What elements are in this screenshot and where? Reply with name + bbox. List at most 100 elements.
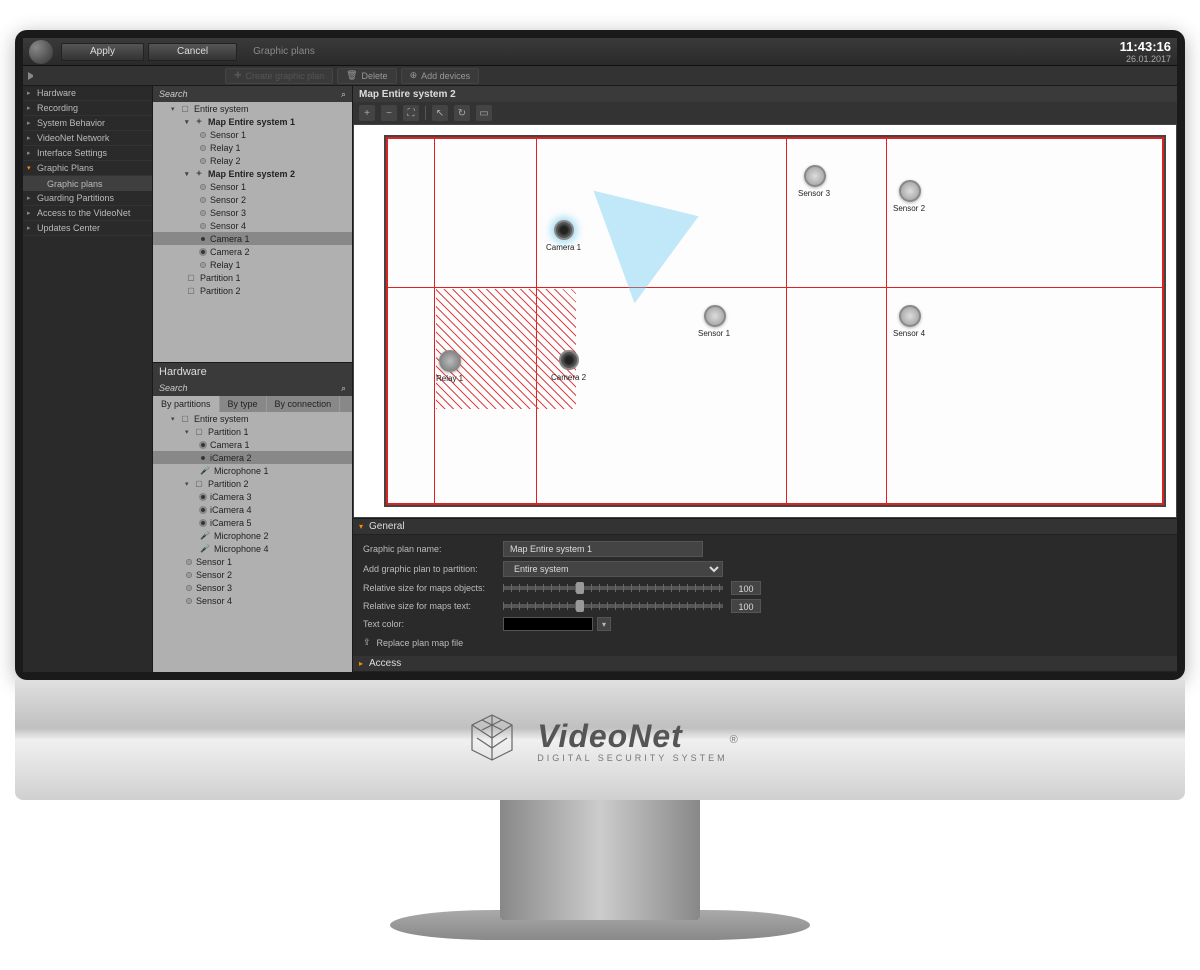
- camera-marker[interactable]: [554, 220, 574, 240]
- nav-access-videonet[interactable]: Access to the VideoNet: [23, 206, 152, 221]
- hw-partition2[interactable]: ▾▢Partition 2: [153, 477, 352, 490]
- hw-item[interactable]: iCamera 5: [153, 516, 352, 529]
- sensor-icon: [199, 131, 207, 139]
- hardware-header: Hardware: [153, 362, 352, 380]
- sensor-marker[interactable]: [899, 180, 921, 202]
- tree-panel: Search ▾▢Entire system ▾✦Map Entire syst…: [153, 86, 353, 672]
- sensor-icon: [199, 209, 207, 217]
- tab-by-type[interactable]: By type: [220, 396, 267, 412]
- cancel-button[interactable]: Cancel: [148, 43, 237, 61]
- nav-system-behavior[interactable]: System Behavior: [23, 116, 152, 131]
- relay-label: Relay 1: [436, 374, 463, 383]
- tab-by-connection[interactable]: By connection: [267, 396, 341, 412]
- hw-sensor[interactable]: Sensor 4: [153, 594, 352, 607]
- delete-button[interactable]: 🗑Delete: [337, 68, 396, 84]
- partition-select[interactable]: Entire system: [503, 561, 723, 577]
- hw-root[interactable]: ▾▢Entire system: [153, 412, 352, 425]
- tree-item[interactable]: Sensor 1: [153, 128, 352, 141]
- logo-cube-icon: [462, 710, 522, 770]
- hw-item-selected[interactable]: iCamera 2: [153, 451, 352, 464]
- rotate-icon[interactable]: ↻: [454, 105, 470, 121]
- hw-item[interactable]: Camera 1: [153, 438, 352, 451]
- brand-name: VideoNet: [537, 718, 727, 755]
- camera-icon: [199, 235, 207, 243]
- nav-recording[interactable]: Recording: [23, 101, 152, 116]
- tree-item[interactable]: Camera 2: [153, 245, 352, 258]
- zoom-in-icon[interactable]: +: [359, 105, 375, 121]
- dropdown-icon[interactable]: ▾: [597, 617, 611, 631]
- add-device-icon: ⊕: [410, 70, 418, 81]
- nav-updates-center[interactable]: Updates Center: [23, 221, 152, 236]
- section-general[interactable]: General: [353, 519, 1177, 535]
- hardware-search[interactable]: Search: [153, 380, 352, 396]
- hw-sensor[interactable]: Sensor 1: [153, 555, 352, 568]
- camera-icon: [199, 519, 207, 527]
- pointer-icon[interactable]: ↖: [432, 105, 448, 121]
- clock: 11:43:16 26.01.2017: [1120, 39, 1171, 64]
- nav-interface-settings[interactable]: Interface Settings: [23, 146, 152, 161]
- camera-label: Camera 1: [546, 243, 581, 252]
- tree-map2[interactable]: ▾✦Map Entire system 2: [153, 167, 352, 180]
- text-size-value: 100: [731, 599, 761, 613]
- tree-item-selected[interactable]: Camera 1: [153, 232, 352, 245]
- hw-partition1[interactable]: ▾▢Partition 1: [153, 425, 352, 438]
- sensor-icon: [199, 183, 207, 191]
- nav-graphic-plans[interactable]: Graphic Plans: [23, 161, 152, 176]
- apply-button[interactable]: Apply: [61, 43, 144, 61]
- tree-item[interactable]: Relay 1: [153, 141, 352, 154]
- tree-item[interactable]: Sensor 2: [153, 193, 352, 206]
- fit-icon[interactable]: ⛶: [403, 105, 419, 121]
- tree-partition2[interactable]: ▢Partition 2: [153, 284, 352, 297]
- hw-sensor[interactable]: Sensor 2: [153, 568, 352, 581]
- tree-map1[interactable]: ▾✦Map Entire system 1: [153, 115, 352, 128]
- sensor-marker[interactable]: [704, 305, 726, 327]
- general-body: Graphic plan name: Add graphic plan to p…: [353, 535, 1177, 656]
- tree-item[interactable]: Relay 1: [153, 258, 352, 271]
- sensor-marker[interactable]: [899, 305, 921, 327]
- sensor-marker[interactable]: [804, 165, 826, 187]
- zoom-out-icon[interactable]: −: [381, 105, 397, 121]
- camera-marker[interactable]: [559, 350, 579, 370]
- prop-label: Graphic plan name:: [363, 544, 493, 554]
- obj-size-slider[interactable]: [503, 586, 723, 590]
- tree-partition1[interactable]: ▢Partition 1: [153, 271, 352, 284]
- section-access[interactable]: Access: [353, 656, 1177, 672]
- logo-block: VideoNet DIGITAL SECURITY SYSTEM: [537, 718, 727, 763]
- replace-map-button[interactable]: ⇪Replace plan map file: [363, 635, 1167, 650]
- create-plan-button[interactable]: ✚Create graphic plan: [225, 68, 333, 84]
- tree-item[interactable]: Sensor 4: [153, 219, 352, 232]
- sensor-icon: [199, 222, 207, 230]
- tree-search[interactable]: Search: [153, 86, 352, 102]
- nav-guarding-partitions[interactable]: Guarding Partitions: [23, 191, 152, 206]
- hw-item[interactable]: 🎤Microphone 4: [153, 542, 352, 555]
- sensor-icon: [199, 196, 207, 204]
- camera-icon: [199, 248, 207, 256]
- properties-panel: General Graphic plan name: Add graphic p…: [353, 518, 1177, 672]
- nav-hardware[interactable]: Hardware: [23, 86, 152, 101]
- app-screen: Apply Cancel Graphic plans 11:43:16 26.0…: [23, 38, 1177, 672]
- expand-arrow-icon[interactable]: [28, 72, 36, 80]
- hw-item[interactable]: 🎤Microphone 2: [153, 529, 352, 542]
- plan-name-input[interactable]: [503, 541, 703, 557]
- text-color-picker[interactable]: [503, 617, 593, 631]
- hw-item[interactable]: iCamera 4: [153, 503, 352, 516]
- tree-item[interactable]: Sensor 3: [153, 206, 352, 219]
- nav-graphic-plans-sub[interactable]: Graphic plans: [23, 176, 152, 191]
- select-icon[interactable]: ▭: [476, 105, 492, 121]
- add-devices-button[interactable]: ⊕Add devices: [401, 68, 480, 84]
- tree-root[interactable]: ▾▢Entire system: [153, 102, 352, 115]
- camera-icon: [199, 506, 207, 514]
- app-icon: [29, 40, 53, 64]
- map-canvas[interactable]: Sensor 1 Sensor 2 Sensor 3 Sensor 4 Came…: [353, 124, 1177, 518]
- hw-item[interactable]: iCamera 3: [153, 490, 352, 503]
- main-area: Hardware Recording System Behavior Video…: [23, 86, 1177, 672]
- hw-item[interactable]: 🎤Microphone 1: [153, 464, 352, 477]
- tree-item[interactable]: Sensor 1: [153, 180, 352, 193]
- nav-videonet-network[interactable]: VideoNet Network: [23, 131, 152, 146]
- hw-sensor[interactable]: Sensor 3: [153, 581, 352, 594]
- tree-item[interactable]: Relay 2: [153, 154, 352, 167]
- tab-by-partitions[interactable]: By partitions: [153, 396, 220, 412]
- relay-marker[interactable]: [439, 350, 461, 372]
- text-size-slider[interactable]: [503, 604, 723, 608]
- sensor-icon: [185, 597, 193, 605]
